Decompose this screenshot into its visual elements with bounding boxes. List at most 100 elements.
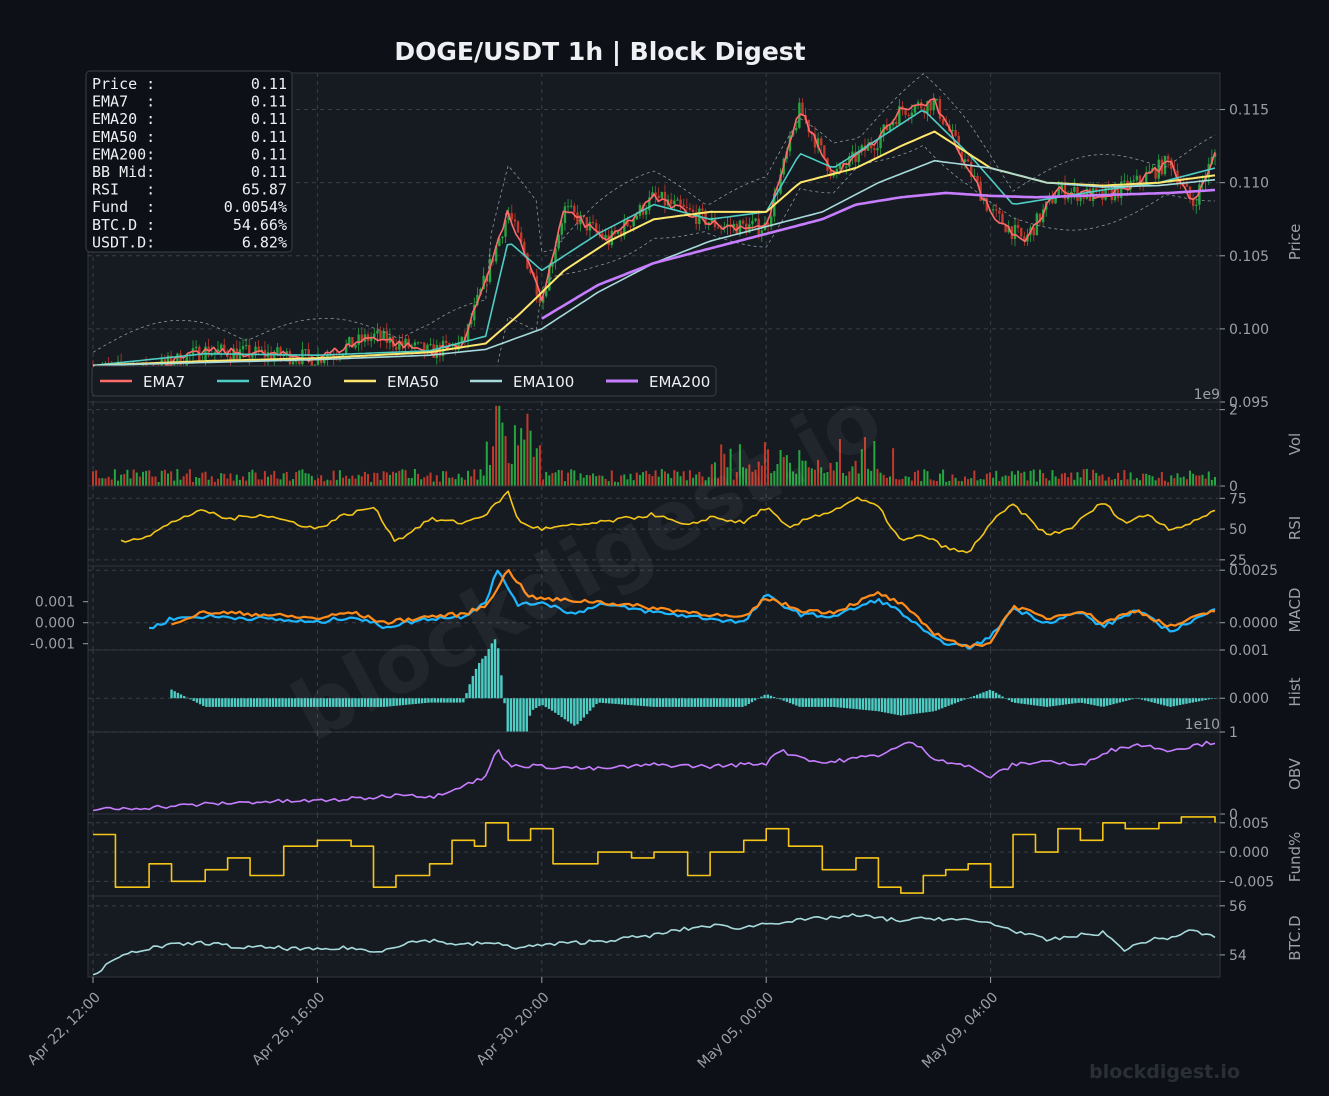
candle-body (285, 351, 288, 356)
histogram-bar (592, 698, 595, 708)
volume-bar (295, 472, 298, 486)
histogram-bar (744, 698, 747, 706)
candle-body (751, 220, 754, 225)
candle-body (473, 304, 476, 321)
histogram-bar (1055, 698, 1058, 706)
volume-bar (342, 477, 345, 486)
histogram-bar (509, 698, 513, 749)
histogram-bar (1150, 698, 1153, 703)
candle-body (632, 219, 635, 227)
volume-bar (985, 473, 988, 486)
candle-body (310, 355, 313, 366)
volume-bar (1145, 473, 1148, 486)
candle-body (701, 208, 704, 211)
volume-bar (1176, 473, 1179, 486)
histogram-bar (1039, 698, 1042, 707)
histogram-bar (1197, 698, 1201, 702)
candle-body (1001, 213, 1004, 225)
histogram-bar (715, 698, 719, 707)
histogram-bar (934, 698, 938, 711)
volume-bar (695, 474, 698, 486)
histogram-bar (522, 698, 525, 756)
volume-bar (735, 472, 738, 486)
histogram-bar (443, 698, 446, 703)
volume-bar (688, 470, 691, 486)
volume-bar (798, 450, 801, 486)
candle-body (394, 346, 398, 350)
volume-bar (213, 481, 216, 486)
candle-body (1054, 197, 1057, 204)
candle-body (344, 344, 348, 354)
volume-bar (1063, 472, 1066, 486)
volume-bar (992, 477, 995, 486)
candle-body (838, 163, 842, 169)
candle-body (932, 99, 935, 111)
candle-body (891, 121, 895, 126)
candle-body (598, 230, 601, 234)
histogram-bar (357, 698, 360, 707)
volume-bar (767, 449, 770, 486)
series-line-obv (92, 740, 1216, 812)
volume-bar (848, 471, 851, 486)
candle-body (219, 344, 223, 350)
volume-bar (1085, 468, 1088, 486)
histogram-bar (617, 698, 620, 705)
volume-bar (379, 480, 382, 486)
candle-body (1198, 184, 1201, 205)
volume-bar (1117, 472, 1120, 486)
candle-body (1120, 181, 1123, 198)
histogram-bar (849, 698, 852, 709)
candle-body (623, 219, 626, 237)
histogram-bar (449, 698, 452, 703)
candle-body (379, 330, 382, 340)
volume-bar (257, 479, 260, 486)
info-value: 54.66% (233, 216, 287, 234)
volume-bar (870, 470, 873, 486)
volume-bar (754, 469, 757, 486)
histogram-bar (1105, 698, 1109, 706)
histogram-bar (912, 698, 915, 714)
candle-body (444, 340, 448, 344)
panel-vol-frame (87, 401, 1221, 487)
candle-body (854, 151, 857, 162)
candle-body (273, 354, 276, 360)
histogram-bar (205, 698, 208, 707)
volume-bar (1204, 478, 1207, 486)
volume-bar (613, 481, 616, 486)
histogram-bar (719, 698, 722, 707)
histogram-bar (195, 698, 199, 703)
volume-bar (904, 476, 907, 486)
volume-bar (788, 462, 791, 486)
volume-bar (329, 480, 332, 486)
candle-body (1023, 236, 1026, 242)
histogram-bar (439, 698, 443, 703)
histogram-bar (240, 698, 243, 707)
volume-bar (1129, 472, 1132, 486)
histogram-bar (538, 698, 541, 707)
volume-bar (873, 441, 876, 486)
volume-bar (529, 430, 532, 486)
candle-body (660, 192, 664, 198)
candle-body (498, 238, 501, 246)
y-tick-label: 0.0000 (1229, 616, 1278, 632)
histogram-bar (1074, 698, 1077, 704)
volume-bar (470, 476, 473, 486)
volume-bar (267, 476, 270, 486)
y-tick-label: 54 (1229, 948, 1247, 964)
candle-body (973, 175, 976, 177)
candle-body (513, 219, 517, 222)
volume-bar (182, 476, 185, 486)
candle-body (1157, 159, 1160, 179)
histogram-bar (665, 698, 668, 707)
series-line-ema20 (92, 109, 1216, 367)
panel-vol: 0 2 1e9 Vol (87, 387, 1304, 495)
volume-bar (217, 478, 220, 486)
candle-body (644, 210, 648, 215)
volume-bar (498, 405, 501, 486)
candle-body (566, 206, 570, 208)
histogram-bar (582, 698, 586, 718)
candle-body (998, 210, 1001, 214)
volume-bar (235, 474, 238, 486)
candle-body (845, 166, 848, 168)
histogram-bar (1058, 698, 1061, 706)
